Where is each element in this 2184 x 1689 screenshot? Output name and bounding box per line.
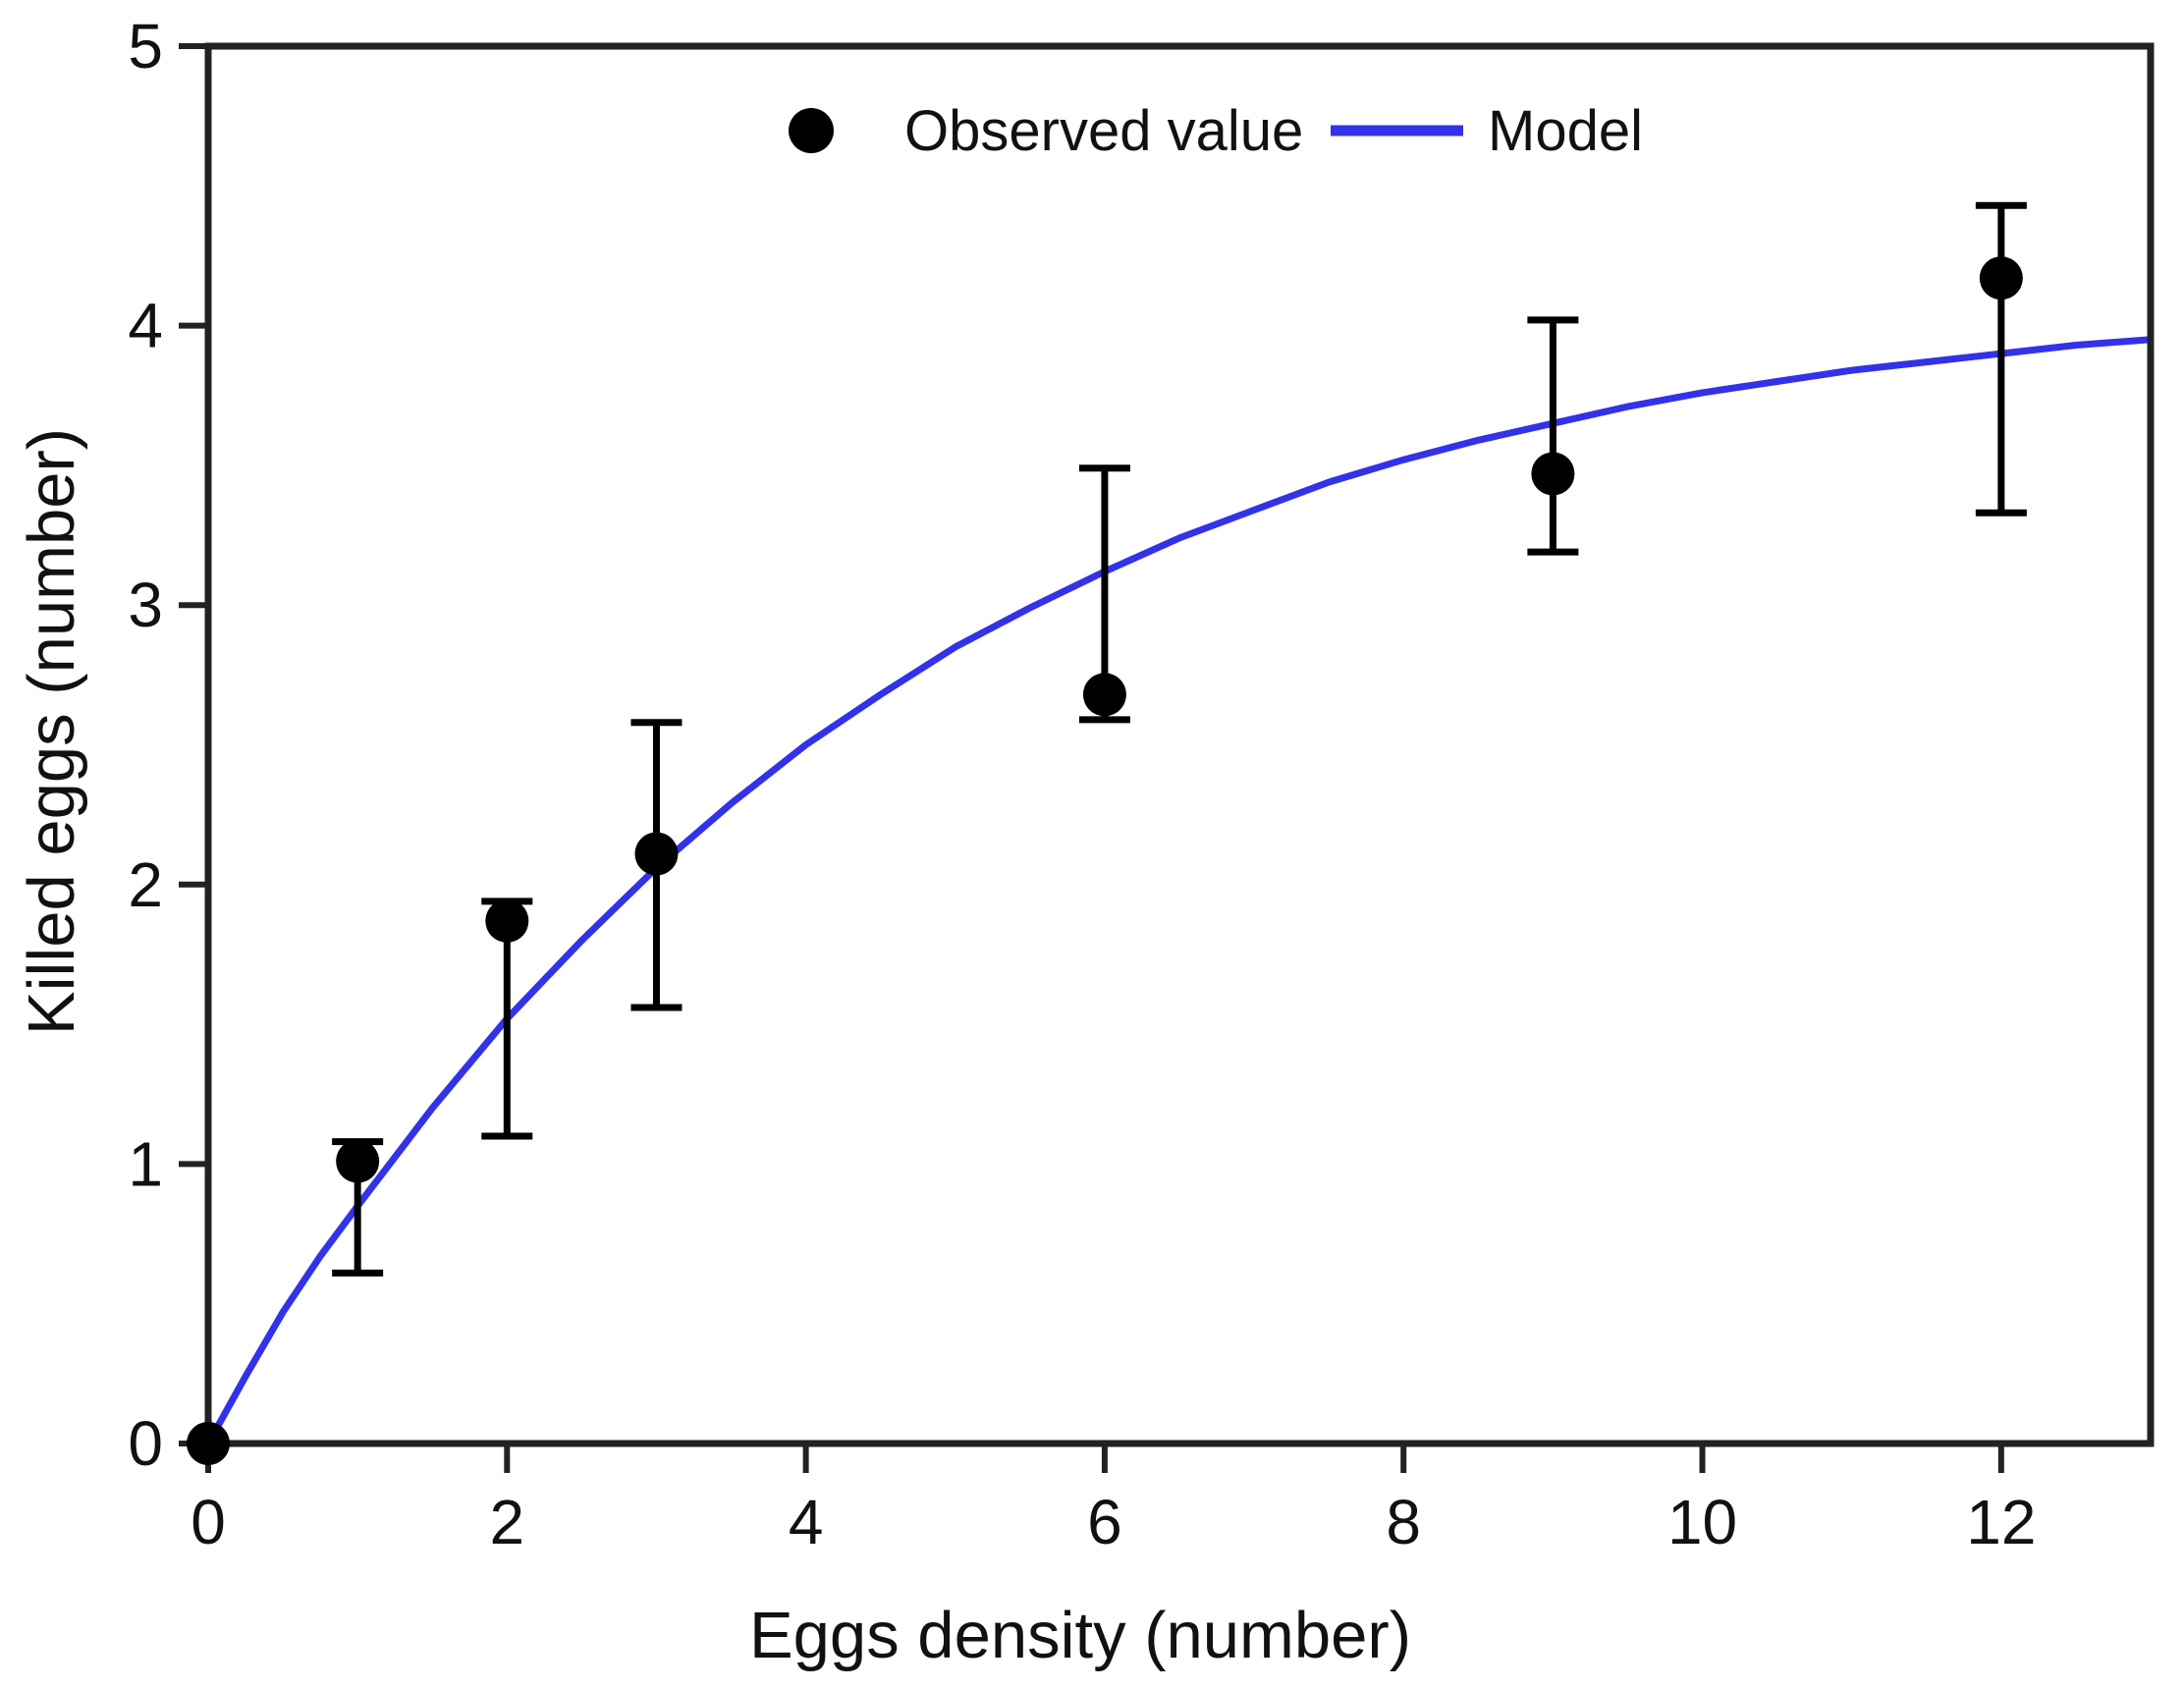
y-tick-label: 0 (128, 1408, 163, 1479)
y-tick-label: 5 (128, 11, 163, 82)
x-tick-label: 2 (490, 1487, 525, 1557)
x-tick-label: 4 (789, 1487, 824, 1557)
x-tick-label: 8 (1386, 1487, 1421, 1557)
observed-point (485, 899, 529, 943)
legend-observed-marker (789, 108, 834, 153)
observed-point (634, 832, 679, 876)
y-tick-label: 4 (128, 291, 163, 361)
error-bar (1527, 316, 1579, 556)
y-tick-label: 1 (128, 1128, 163, 1199)
observed-point (336, 1139, 380, 1183)
legend-model-label: Model (1488, 99, 1643, 163)
model-curve (204, 336, 2155, 1447)
plot-frame (204, 42, 2155, 1447)
x-tick-label: 6 (1087, 1487, 1122, 1557)
legend-observed-label: Observed value (904, 99, 1303, 163)
y-tick-label: 3 (128, 570, 163, 640)
y-tick-label: 2 (128, 849, 163, 920)
x-axis-title: Eggs density (number) (749, 1599, 1411, 1672)
observed-point (187, 1422, 230, 1465)
observed-point (1531, 452, 1575, 496)
x-tick-label: 10 (1667, 1487, 1737, 1557)
x-tick-label: 0 (191, 1487, 226, 1557)
x-tick-label: 12 (1966, 1487, 2036, 1557)
observed-point (1082, 673, 1126, 717)
y-axis-title: Killed eggs (number) (15, 428, 88, 1035)
legend: Observed value Model (789, 99, 1643, 163)
observed-point (1979, 256, 2023, 300)
error-bar (1975, 201, 2027, 517)
